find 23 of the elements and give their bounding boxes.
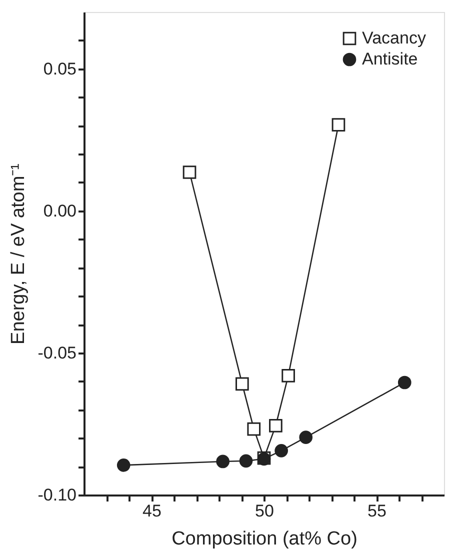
point — [332, 118, 346, 132]
x-tick-label: 55 — [368, 502, 386, 520]
point — [274, 444, 288, 458]
point — [398, 376, 412, 390]
y-tick-label: -0.10 — [38, 486, 76, 504]
point — [182, 166, 196, 179]
x-tick-label: 50 — [255, 502, 274, 520]
point — [269, 419, 282, 432]
y-tick-label: -0.05 — [38, 343, 76, 362]
y-tick-label: 0.05 — [43, 59, 76, 78]
point — [236, 377, 249, 391]
point — [247, 422, 261, 436]
x-axis-title: Composition (at% Co) — [172, 528, 358, 550]
point — [239, 454, 253, 468]
point — [299, 430, 313, 444]
point — [282, 369, 295, 382]
legend-label: Antisite — [362, 50, 418, 68]
point — [116, 458, 130, 472]
y-axis-title: Energy, E / eV atom⁻¹ — [8, 164, 29, 344]
x-tick-label: 45 — [142, 502, 162, 520]
legend-label: Vacancy — [362, 28, 426, 48]
point — [216, 454, 230, 468]
y-tick-label: 0.00 — [43, 201, 76, 220]
